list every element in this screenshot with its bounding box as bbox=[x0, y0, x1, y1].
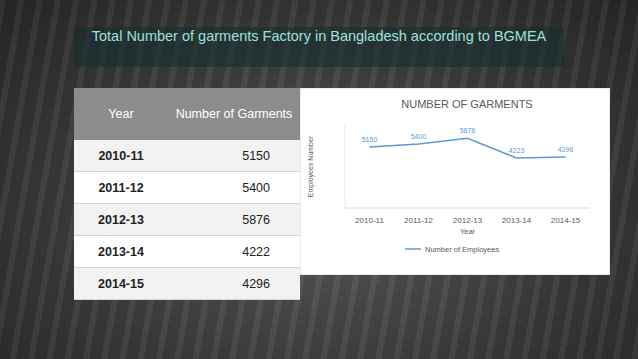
legend-swatch bbox=[405, 248, 421, 250]
data-label: 5400 bbox=[411, 133, 427, 140]
x-axis-line bbox=[345, 208, 590, 209]
table-cell: 2014-15 bbox=[74, 268, 168, 300]
chart-background bbox=[300, 88, 610, 275]
table-cell: 4296 bbox=[168, 268, 300, 300]
x-tick-label: 2010-11 bbox=[355, 216, 384, 225]
legend-entry: Number of Employees bbox=[425, 245, 499, 254]
table-row: 2011-125400 bbox=[74, 172, 300, 204]
table-cell: 4222 bbox=[168, 236, 300, 268]
chart-title: NUMBER OF GARMENTS bbox=[401, 98, 532, 110]
table-row: 2013-144222 bbox=[74, 236, 300, 268]
data-label: 4223 bbox=[509, 147, 525, 154]
x-tick-label: 2012-13 bbox=[453, 216, 483, 225]
x-tick-label: 2011-12 bbox=[404, 216, 433, 225]
header-row: YearNumber of Garments bbox=[74, 88, 300, 140]
table-cell: 2010-11 bbox=[74, 140, 168, 172]
table-cell: 2012-13 bbox=[74, 204, 168, 236]
table-cell: 5150 bbox=[168, 140, 300, 172]
y-axis-line bbox=[345, 125, 346, 208]
data-table: YearNumber of Garments2010-1151502011-12… bbox=[74, 88, 300, 300]
chart: NUMBER OF GARMENTS 2010-11 2011-12 2012-13 2… bbox=[300, 88, 610, 275]
column-header: Year bbox=[74, 88, 168, 140]
table: YearNumber of Garments2010-1151502011-12… bbox=[74, 88, 300, 300]
table-cell: 2013-14 bbox=[74, 236, 168, 268]
x-axis-label: Year bbox=[460, 227, 476, 236]
data-label: 5876 bbox=[460, 127, 476, 134]
column-header: Number of Garments bbox=[168, 88, 300, 140]
plot-area bbox=[370, 138, 566, 158]
data-label: 4296 bbox=[558, 146, 574, 153]
data-label: 5150 bbox=[362, 136, 378, 143]
table-cell: 5400 bbox=[168, 172, 300, 204]
y-axis-label: Employees Number bbox=[307, 135, 315, 197]
table-cell: 5876 bbox=[168, 204, 300, 236]
table-row: 2014-154296 bbox=[74, 268, 300, 300]
series-line bbox=[370, 138, 566, 158]
table-cell: 2011-12 bbox=[74, 172, 168, 204]
x-tick-label: 2014-15 bbox=[551, 216, 581, 225]
x-tick-label: 2013-14 bbox=[502, 216, 532, 225]
table-row: 2012-135876 bbox=[74, 204, 300, 236]
slide-title: Total Number of garments Factory in Bang… bbox=[74, 27, 564, 67]
table-row: 2010-115150 bbox=[74, 140, 300, 172]
